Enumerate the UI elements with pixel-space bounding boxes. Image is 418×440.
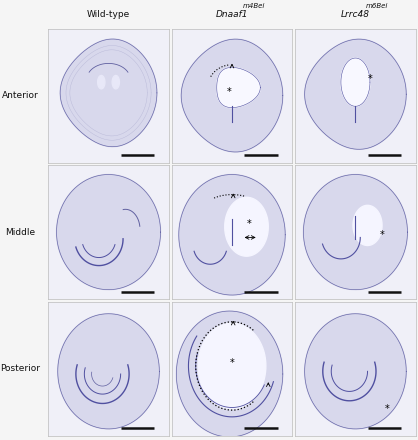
Polygon shape [58, 314, 159, 429]
Text: *: * [385, 404, 389, 414]
Polygon shape [176, 311, 283, 437]
Text: Anterior: Anterior [2, 91, 38, 100]
Polygon shape [98, 76, 105, 89]
Polygon shape [56, 175, 161, 290]
Text: Posterior: Posterior [0, 364, 40, 373]
Polygon shape [305, 39, 406, 149]
Text: Dnaaf1: Dnaaf1 [216, 10, 248, 19]
Text: *: * [227, 87, 232, 96]
Text: Wild-type: Wild-type [87, 10, 130, 19]
Polygon shape [353, 205, 382, 246]
Text: Middle: Middle [5, 227, 35, 237]
Polygon shape [198, 323, 266, 409]
Text: *: * [229, 358, 234, 368]
Text: *: * [380, 230, 385, 240]
Polygon shape [217, 67, 260, 108]
Polygon shape [60, 39, 157, 147]
Polygon shape [225, 197, 268, 256]
Polygon shape [179, 175, 285, 295]
Polygon shape [181, 39, 283, 152]
Text: m6Bei: m6Bei [366, 4, 388, 9]
Text: *: * [247, 219, 251, 229]
Polygon shape [341, 58, 370, 106]
Polygon shape [112, 76, 120, 89]
Polygon shape [303, 175, 408, 290]
Text: m4Bei: m4Bei [242, 4, 265, 9]
Polygon shape [305, 314, 406, 429]
Text: Lrrc48: Lrrc48 [341, 10, 370, 19]
Text: *: * [367, 74, 372, 84]
